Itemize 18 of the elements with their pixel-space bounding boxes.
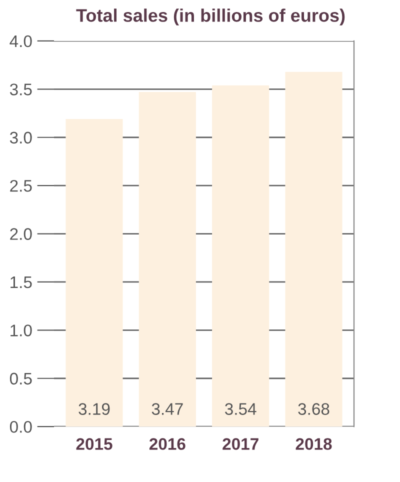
data-label: 3.54	[225, 403, 256, 415]
x-tick-label: 2017	[222, 438, 258, 450]
x-tick-label: 2016	[149, 438, 186, 450]
y-tick-label: 2.0	[10, 228, 32, 240]
chart-title: Total sales (in billions of euros)	[76, 8, 345, 26]
x-tick-label: 2015	[76, 438, 112, 450]
y-tick-label: 3.0	[10, 132, 32, 144]
y-tick-label: 0.0	[10, 420, 32, 433]
y-tick-label: 4.0	[10, 35, 32, 48]
x-tick-label: 2018	[296, 438, 332, 450]
y-tick-label: 1.0	[10, 324, 32, 336]
data-label: 3.19	[78, 403, 110, 415]
y-tick-label: 0.5	[10, 372, 32, 385]
y-tick-label: 3.5	[10, 84, 32, 96]
y-tick-label: 2.5	[10, 180, 32, 192]
y-tick-label: 1.5	[10, 276, 32, 288]
data-label: 3.68	[298, 403, 330, 415]
data-label: 3.47	[152, 403, 183, 415]
